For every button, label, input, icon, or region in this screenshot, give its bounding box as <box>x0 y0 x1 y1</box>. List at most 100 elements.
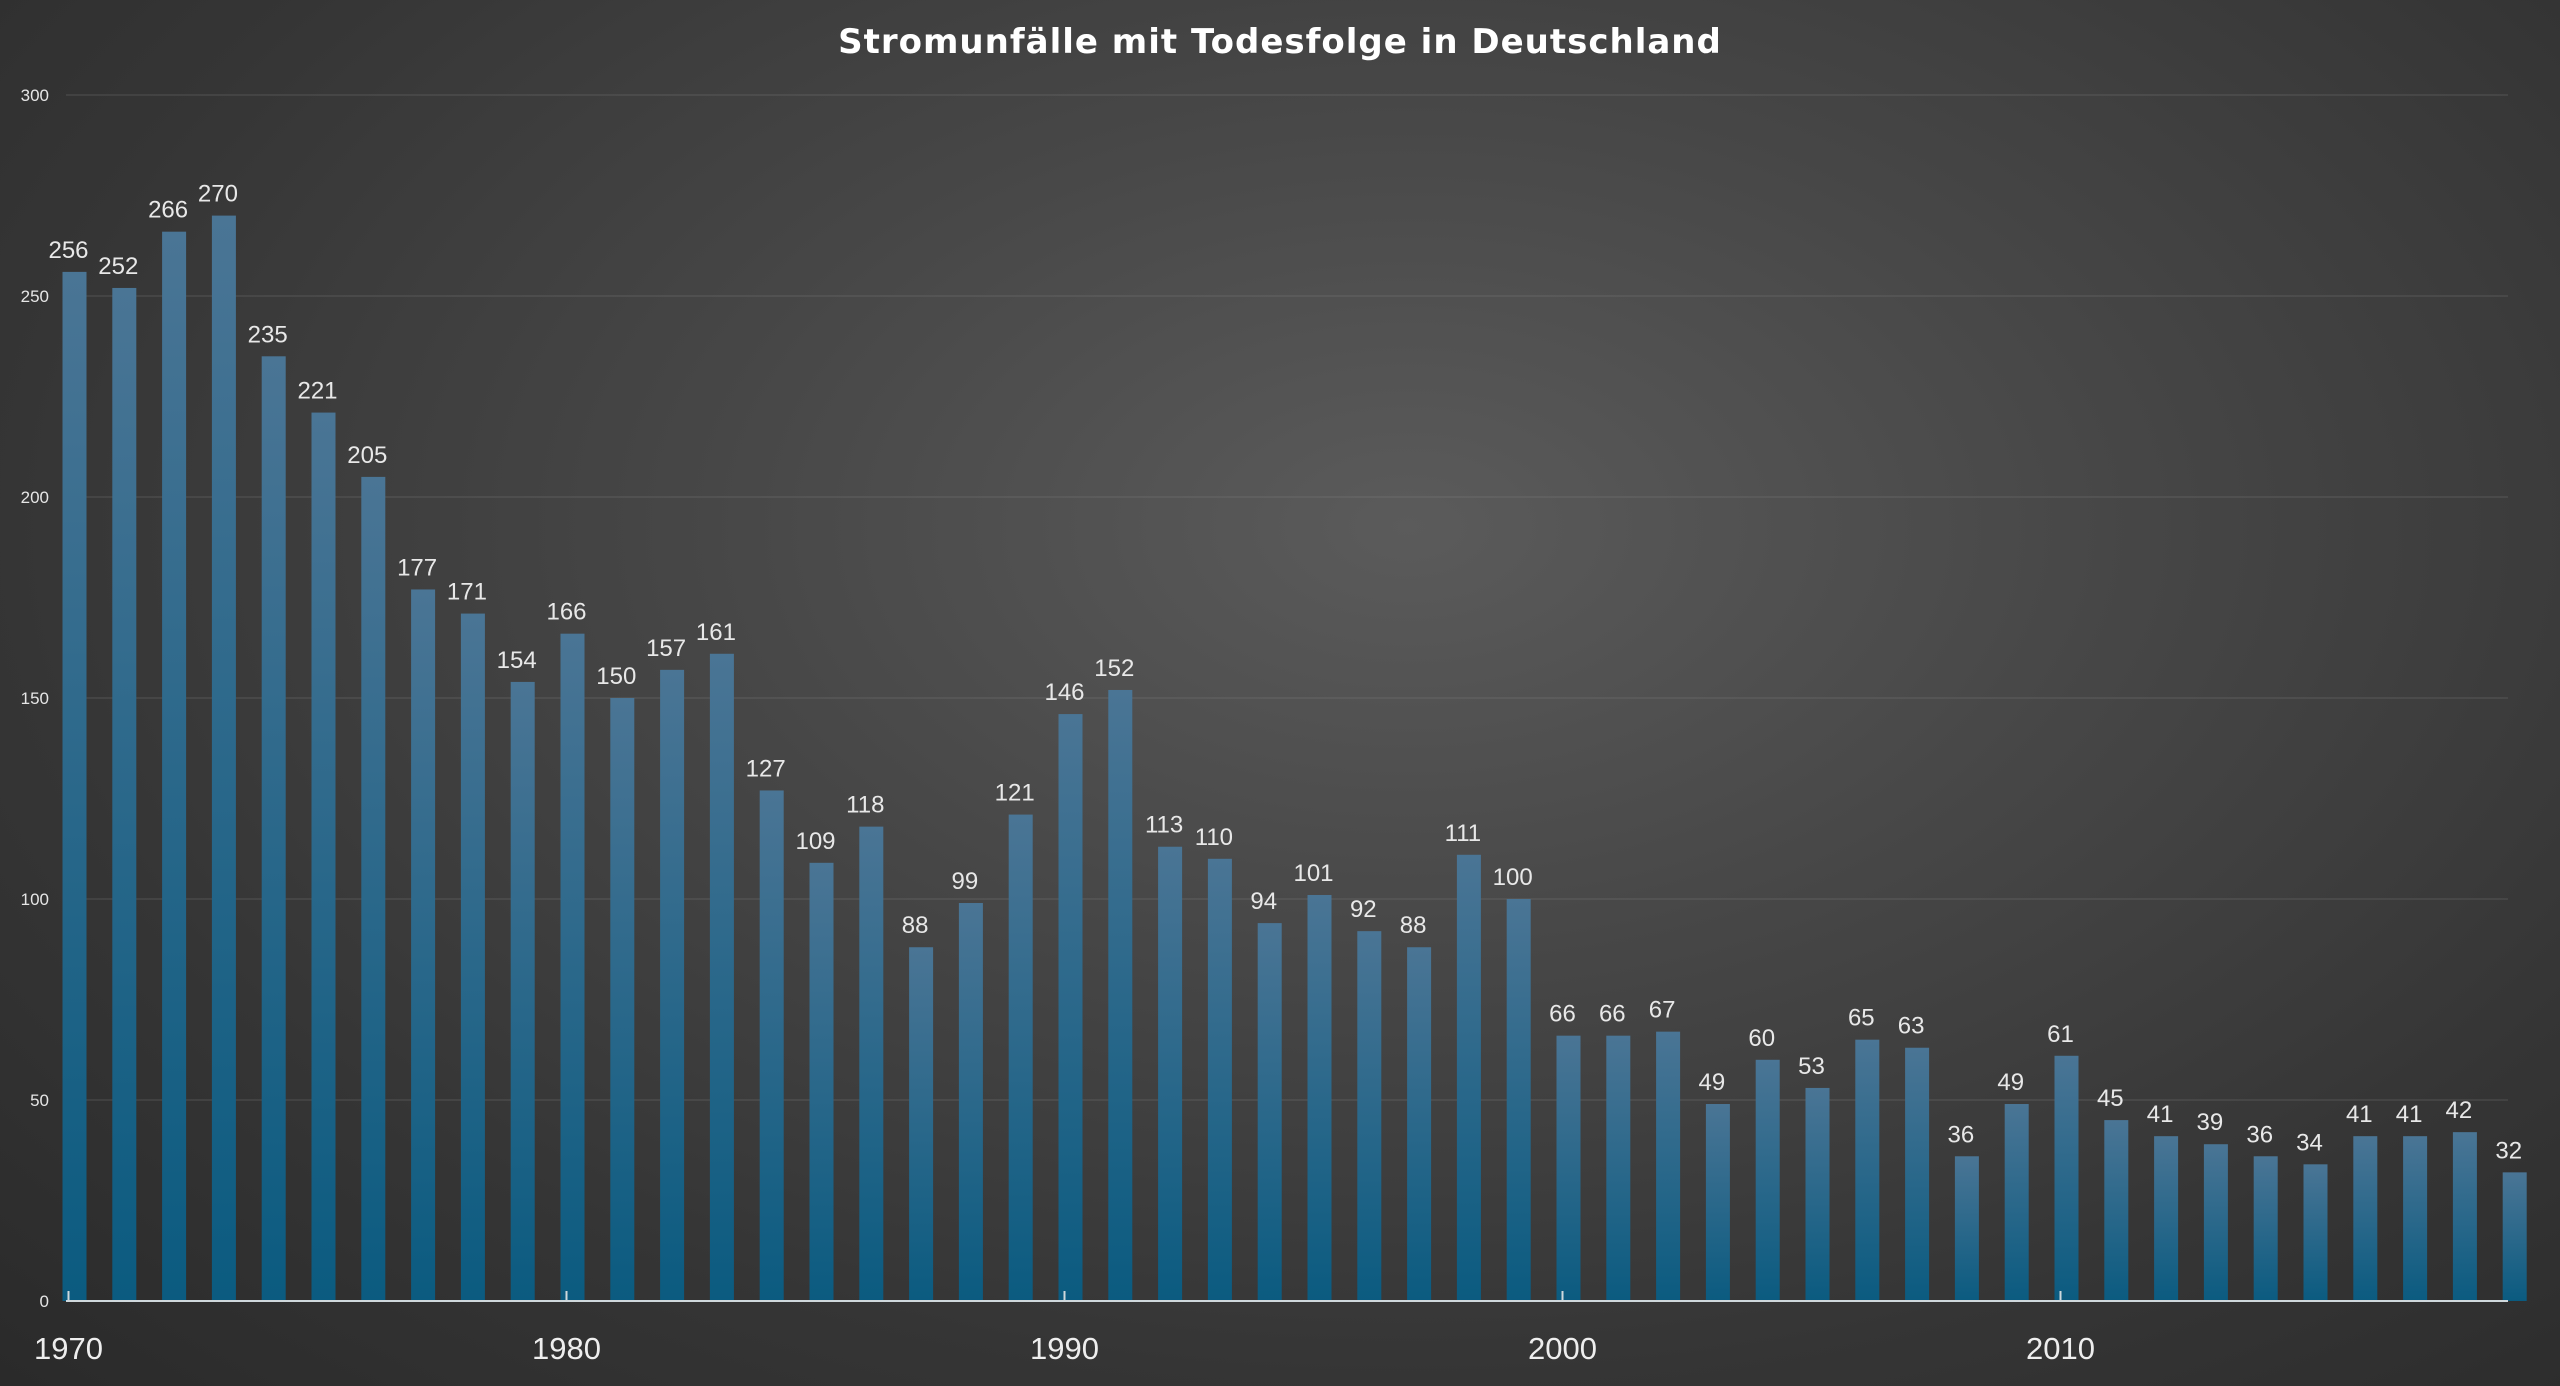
data-label-1972: 266 <box>148 197 188 224</box>
y-tick-label: 300 <box>21 86 49 105</box>
x-tick-label: 2010 <box>2026 1331 2095 1366</box>
y-tick-label: 100 <box>21 890 49 909</box>
bar-2004 <box>1755 1059 1780 1301</box>
bar-1980 <box>560 633 585 1301</box>
bar-2007 <box>1905 1047 1930 1301</box>
bar-1993 <box>1207 858 1232 1301</box>
bar-1998 <box>1456 854 1481 1301</box>
data-label-2002: 67 <box>1649 997 1676 1024</box>
bar-2000 <box>1556 1035 1581 1301</box>
data-label-1999: 100 <box>1493 864 1533 891</box>
x-tick-label: 1970 <box>34 1331 103 1366</box>
data-label-1970: 256 <box>48 237 88 264</box>
x-tick-label: 1990 <box>1030 1331 1099 1366</box>
x-tick-label: 1980 <box>532 1331 601 1366</box>
data-label-2017: 41 <box>2396 1101 2423 1128</box>
data-label-1994: 94 <box>1250 888 1277 915</box>
data-label-1979: 154 <box>497 647 537 674</box>
data-label-1987: 88 <box>902 912 929 939</box>
data-label-1995: 101 <box>1293 860 1333 887</box>
bar-2003 <box>1705 1104 1730 1301</box>
data-label-2010: 61 <box>2047 1021 2074 1048</box>
bar-1994 <box>1257 923 1282 1301</box>
data-label-1990: 146 <box>1044 679 1084 706</box>
data-label-1993: 110 <box>1195 824 1233 851</box>
bar-1996 <box>1357 931 1382 1301</box>
bar-1988 <box>958 903 983 1301</box>
data-label-1996: 92 <box>1350 896 1377 923</box>
bar-2008 <box>1954 1156 1979 1301</box>
data-label-1981: 150 <box>596 663 636 690</box>
x-axis: 1970 1980 1990 2000 2010 <box>34 1291 2508 1366</box>
bar-1991 <box>1108 689 1133 1301</box>
y-tick-label: 0 <box>40 1292 49 1311</box>
data-label-1991: 152 <box>1094 655 1134 682</box>
data-label-2008: 36 <box>1948 1121 1975 1148</box>
bar-1975 <box>311 412 336 1302</box>
data-label-1992: 113 <box>1145 812 1183 839</box>
data-label-2013: 39 <box>2197 1109 2224 1136</box>
bar-1971 <box>112 287 137 1302</box>
bar-1973 <box>211 215 236 1302</box>
data-label-2003: 49 <box>1699 1069 1726 1096</box>
data-label-2004: 60 <box>1748 1025 1775 1052</box>
bar-1986 <box>859 826 884 1301</box>
x-tick-label: 2000 <box>1528 1331 1597 1366</box>
bars-layer <box>62 215 2527 1302</box>
data-label-1988: 99 <box>952 868 979 895</box>
bar-1978 <box>460 613 485 1301</box>
data-label-1974: 235 <box>248 321 288 348</box>
bar-2010 <box>2054 1055 2079 1301</box>
bar-2014 <box>2253 1156 2278 1301</box>
bar-2012 <box>2154 1136 2179 1301</box>
bar-2017 <box>2403 1136 2428 1301</box>
y-tick-label: 250 <box>21 287 49 306</box>
data-label-2015: 34 <box>2296 1129 2323 1156</box>
data-label-2018: 42 <box>2446 1097 2473 1124</box>
bar-2016 <box>2353 1136 2378 1301</box>
bar-1989 <box>1008 814 1033 1301</box>
bar-1979 <box>510 681 535 1301</box>
bar-1997 <box>1407 947 1432 1301</box>
data-label-1986: 118 <box>846 792 884 819</box>
bar-2019 <box>2502 1172 2527 1301</box>
bar-2002 <box>1656 1031 1681 1301</box>
data-labels-layer: 256 252 266 270 235 221 205 177 171 154 166 150 157 1… <box>48 181 2522 1165</box>
data-label-2007: 63 <box>1898 1013 1925 1040</box>
bar-2018 <box>2452 1132 2477 1301</box>
bar-1974 <box>261 356 286 1301</box>
bar-1983 <box>709 653 734 1301</box>
data-label-1975: 221 <box>297 378 337 405</box>
bar-1984 <box>759 790 784 1301</box>
data-label-1976: 205 <box>347 442 387 469</box>
bar-1995 <box>1307 894 1332 1301</box>
bar-1972 <box>162 231 187 1302</box>
data-label-1977: 177 <box>397 554 437 581</box>
data-label-2005: 53 <box>1798 1053 1825 1080</box>
data-label-1989: 121 <box>995 780 1035 807</box>
data-label-2006: 65 <box>1848 1005 1875 1032</box>
data-label-2012: 41 <box>2147 1101 2174 1128</box>
bar-1987 <box>909 947 934 1301</box>
data-label-1984: 127 <box>746 755 786 782</box>
bar-1985 <box>809 862 834 1301</box>
bar-1970 <box>62 271 87 1301</box>
data-label-1997: 88 <box>1400 912 1427 939</box>
data-label-1998: 111 <box>1445 820 1481 847</box>
y-tick-label: 150 <box>21 689 49 708</box>
bar-1990 <box>1058 714 1083 1301</box>
data-label-2001: 66 <box>1599 1001 1626 1028</box>
data-label-1985: 109 <box>795 828 835 855</box>
data-label-1982: 157 <box>646 635 686 662</box>
bar-2006 <box>1855 1039 1880 1301</box>
data-label-1973: 270 <box>198 181 238 208</box>
bar-1976 <box>361 476 386 1301</box>
data-label-2019: 32 <box>2495 1137 2522 1164</box>
bar-2005 <box>1805 1087 1830 1301</box>
bar-1982 <box>660 669 685 1301</box>
bar-1977 <box>411 589 436 1301</box>
bar-1992 <box>1158 846 1183 1301</box>
data-label-2014: 36 <box>2246 1121 2273 1148</box>
